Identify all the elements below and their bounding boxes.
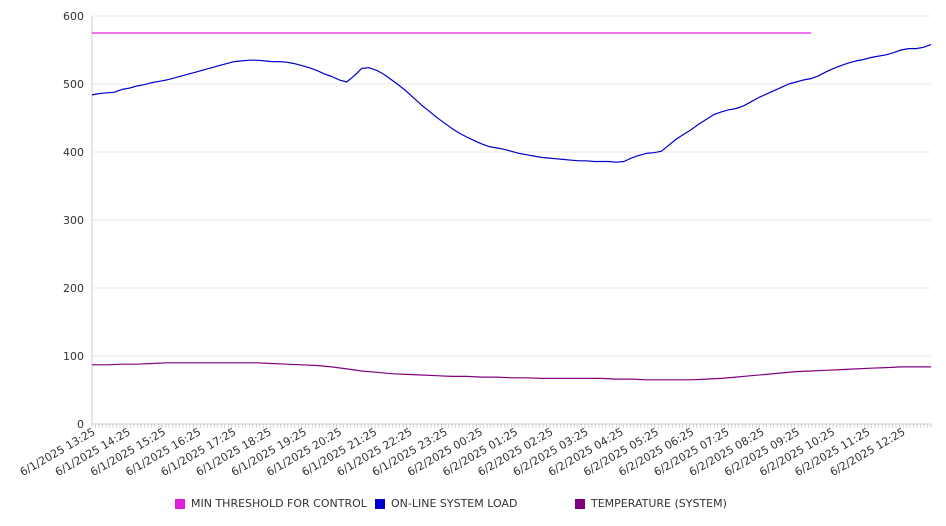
series-line-1 [91, 44, 932, 163]
series-line-2 [92, 362, 931, 381]
legend-item-temperature[interactable]: TEMPERATURE (SYSTEM) [575, 497, 727, 510]
y-axis-ticks: 0 100 200 300 400 500 600 [63, 10, 84, 431]
legend-label-min-threshold: MIN THRESHOLD FOR CONTROL [191, 497, 367, 510]
y-tick-label: 200 [63, 282, 84, 295]
y-tick-label: 400 [63, 146, 84, 159]
legend-label-temperature: TEMPERATURE (SYSTEM) [591, 497, 727, 510]
axes [91, 16, 932, 428]
grid-lines [92, 15, 931, 357]
legend-item-system-load[interactable]: ON-LINE SYSTEM LOAD [375, 497, 517, 510]
y-tick-label: 500 [63, 78, 84, 91]
legend-swatch-min-threshold [175, 498, 185, 509]
legend-label-system-load: ON-LINE SYSTEM LOAD [391, 497, 518, 510]
y-tick-label: 300 [63, 214, 84, 227]
chart-legend: MIN THRESHOLD FOR CONTROL ON-LINE SYSTEM… [0, 497, 946, 515]
legend-swatch-temperature [575, 498, 585, 509]
series-lines [91, 32, 932, 381]
y-tick-label: 600 [63, 10, 84, 23]
legend-swatch-system-load [375, 498, 385, 509]
legend-item-min-threshold[interactable]: MIN THRESHOLD FOR CONTROL [175, 497, 367, 510]
x-axis-ticks: 6/1/2025 13:256/1/2025 14:256/1/2025 15:… [18, 425, 908, 479]
y-tick-label: 0 [77, 418, 84, 431]
y-tick-label: 100 [63, 350, 84, 363]
